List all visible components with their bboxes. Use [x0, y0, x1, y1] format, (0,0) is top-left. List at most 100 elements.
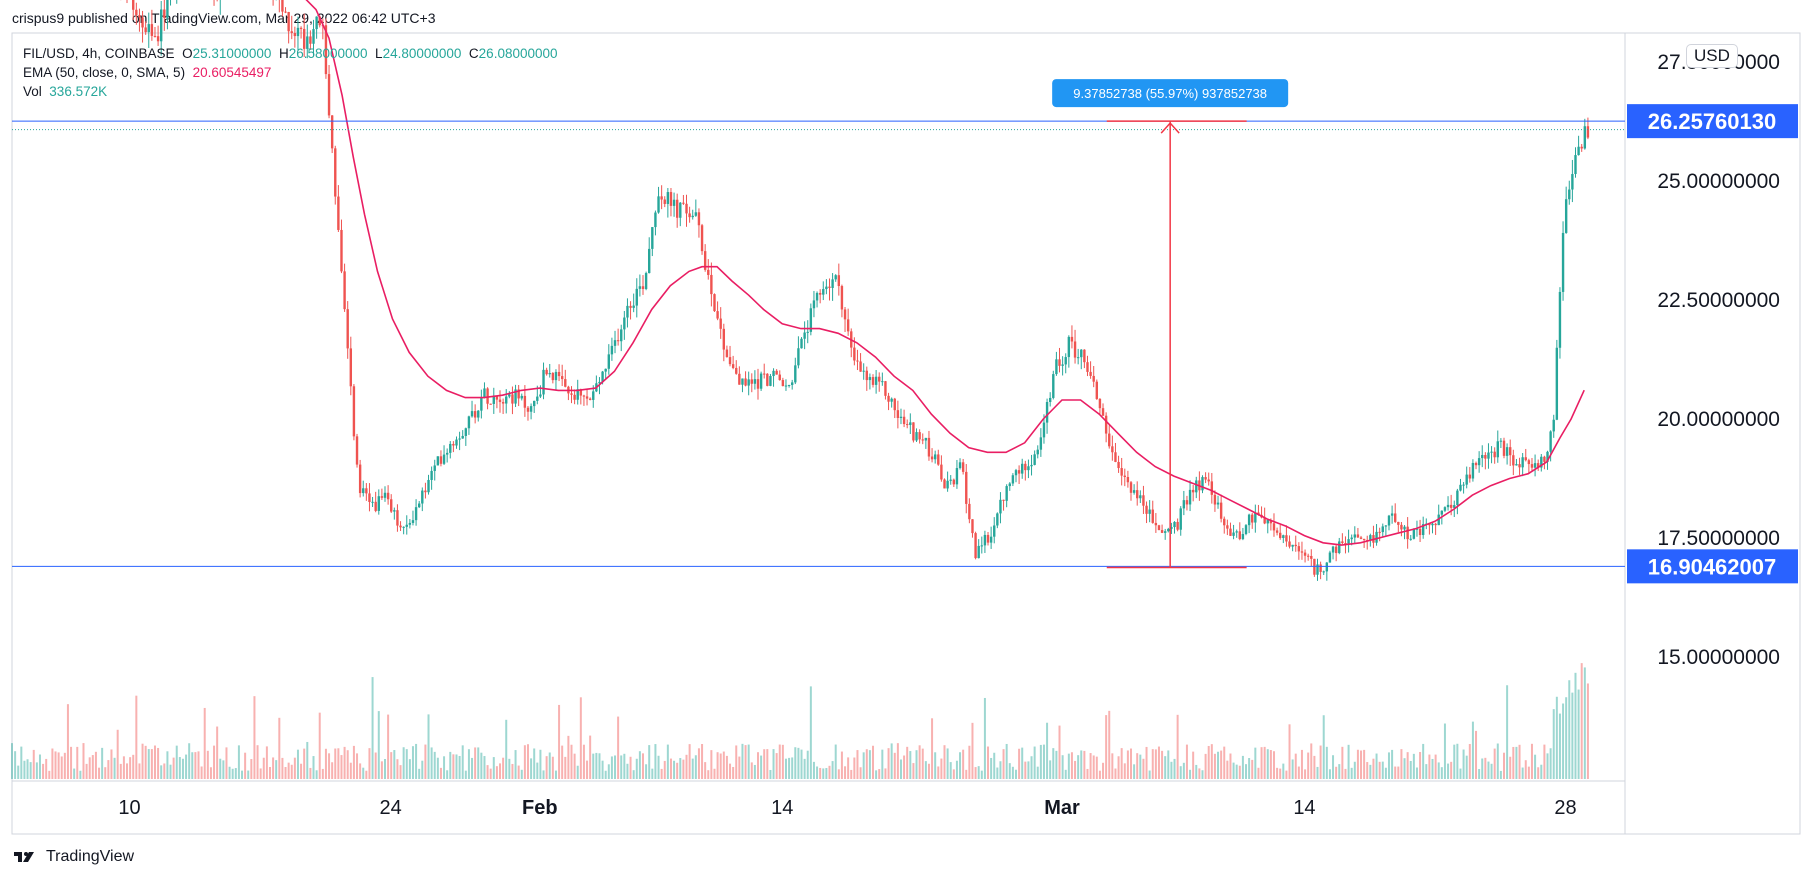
volume-bar: [1300, 749, 1303, 779]
candle-body: [287, 12, 290, 32]
volume-bar: [377, 711, 380, 779]
candle-body: [1080, 349, 1083, 358]
candle-body: [753, 379, 757, 384]
volume-bar: [1114, 768, 1117, 779]
candle-body: [1481, 454, 1484, 459]
volume-bar: [231, 768, 234, 779]
volume-bar: [1117, 756, 1120, 779]
candle-body: [1440, 510, 1444, 515]
volume-bar: [1145, 746, 1148, 779]
volume-bar: [940, 758, 943, 779]
volume-bar: [819, 767, 822, 779]
volume-bar: [567, 735, 570, 779]
volume-bar: [1217, 751, 1220, 779]
volume-bar: [1403, 758, 1406, 779]
volume-bar: [943, 745, 946, 779]
candle-body: [1515, 464, 1518, 466]
volume-bar: [430, 747, 433, 779]
volume-bar: [623, 753, 626, 779]
volume-bar: [1512, 746, 1515, 779]
volume-bar: [278, 717, 281, 779]
candle-body: [1266, 520, 1269, 524]
volume-bar: [1248, 758, 1251, 779]
volume-bar: [660, 768, 663, 779]
candle-body: [1303, 552, 1307, 556]
volume-bar: [607, 764, 610, 779]
candle-body: [1350, 537, 1353, 540]
volume-bar: [1182, 762, 1185, 779]
volume-bar: [1269, 750, 1272, 779]
volume-bar: [1092, 755, 1095, 779]
volume-bar: [390, 752, 393, 779]
candle-body: [147, 24, 150, 33]
candle-body: [132, 0, 135, 10]
candle-body: [974, 533, 977, 559]
volume-bar: [1428, 754, 1431, 779]
candle-body: [1027, 466, 1030, 471]
volume-bar: [713, 768, 716, 779]
price-range-measure[interactable]: 9.37852738 (55.97%) 937852738: [1052, 79, 1289, 569]
candle-body: [501, 402, 505, 404]
volume-bar: [1008, 763, 1011, 779]
candle-body: [834, 275, 837, 280]
candle-body: [1384, 525, 1388, 527]
candle-body: [1163, 531, 1167, 533]
candle-body: [141, 17, 144, 28]
legend-ema-value: 20.60545497: [192, 65, 272, 80]
volume-bar: [697, 748, 700, 779]
currency-selector[interactable]: USD: [1686, 44, 1738, 68]
volume-bar: [340, 755, 343, 779]
candle-body: [1328, 552, 1332, 563]
volume-bar: [614, 755, 617, 779]
candle-body: [1555, 347, 1559, 420]
volume-bar: [757, 752, 759, 779]
candle-body: [738, 373, 741, 385]
candle-body: [763, 373, 766, 375]
volume-bar: [554, 770, 557, 779]
volume-bar: [290, 764, 293, 779]
candle-body: [1477, 458, 1481, 466]
volume-bar: [1353, 761, 1356, 779]
volume-bar: [663, 760, 666, 779]
volume-bar: [617, 716, 620, 779]
volume-bar: [586, 760, 589, 779]
volume-bar: [23, 760, 26, 779]
candle-body: [166, 0, 169, 18]
candle-body: [1151, 509, 1154, 523]
volume-bar: [865, 749, 868, 779]
candle-body: [1449, 504, 1453, 508]
volume-bar: [610, 756, 613, 779]
candle-body: [495, 396, 499, 400]
candle-body: [523, 395, 527, 408]
volume-bar: [300, 763, 303, 779]
volume-bar: [1098, 770, 1101, 779]
time-tick-label: 28: [1554, 797, 1576, 819]
volume-bar: [766, 749, 769, 779]
volume-bar: [890, 743, 893, 779]
candle-body: [1530, 464, 1534, 468]
volume-bar: [965, 769, 968, 779]
legend-low: 24.80000000: [382, 46, 462, 61]
volume-bar: [1555, 696, 1558, 779]
candle-body: [682, 202, 685, 204]
candle-body: [1067, 336, 1071, 358]
volume-bar: [1471, 721, 1474, 779]
volume-bar: [1198, 768, 1201, 779]
tradingview-footer[interactable]: TradingView: [14, 848, 134, 866]
candle-body: [343, 271, 346, 310]
candle-body: [1580, 146, 1583, 149]
volume-bar: [850, 769, 853, 779]
candle-body: [1142, 495, 1145, 506]
candle-body: [924, 437, 928, 441]
volume-bar: [1422, 743, 1425, 779]
volume-bar: [673, 760, 676, 779]
volume-bar: [17, 765, 20, 779]
candle-body: [940, 464, 943, 480]
candle-body: [996, 513, 999, 526]
volume-bar: [542, 770, 545, 779]
candle-body: [688, 213, 691, 218]
volume-bar: [1524, 760, 1527, 779]
volume-bar: [101, 747, 104, 779]
candle-body: [1571, 174, 1574, 190]
